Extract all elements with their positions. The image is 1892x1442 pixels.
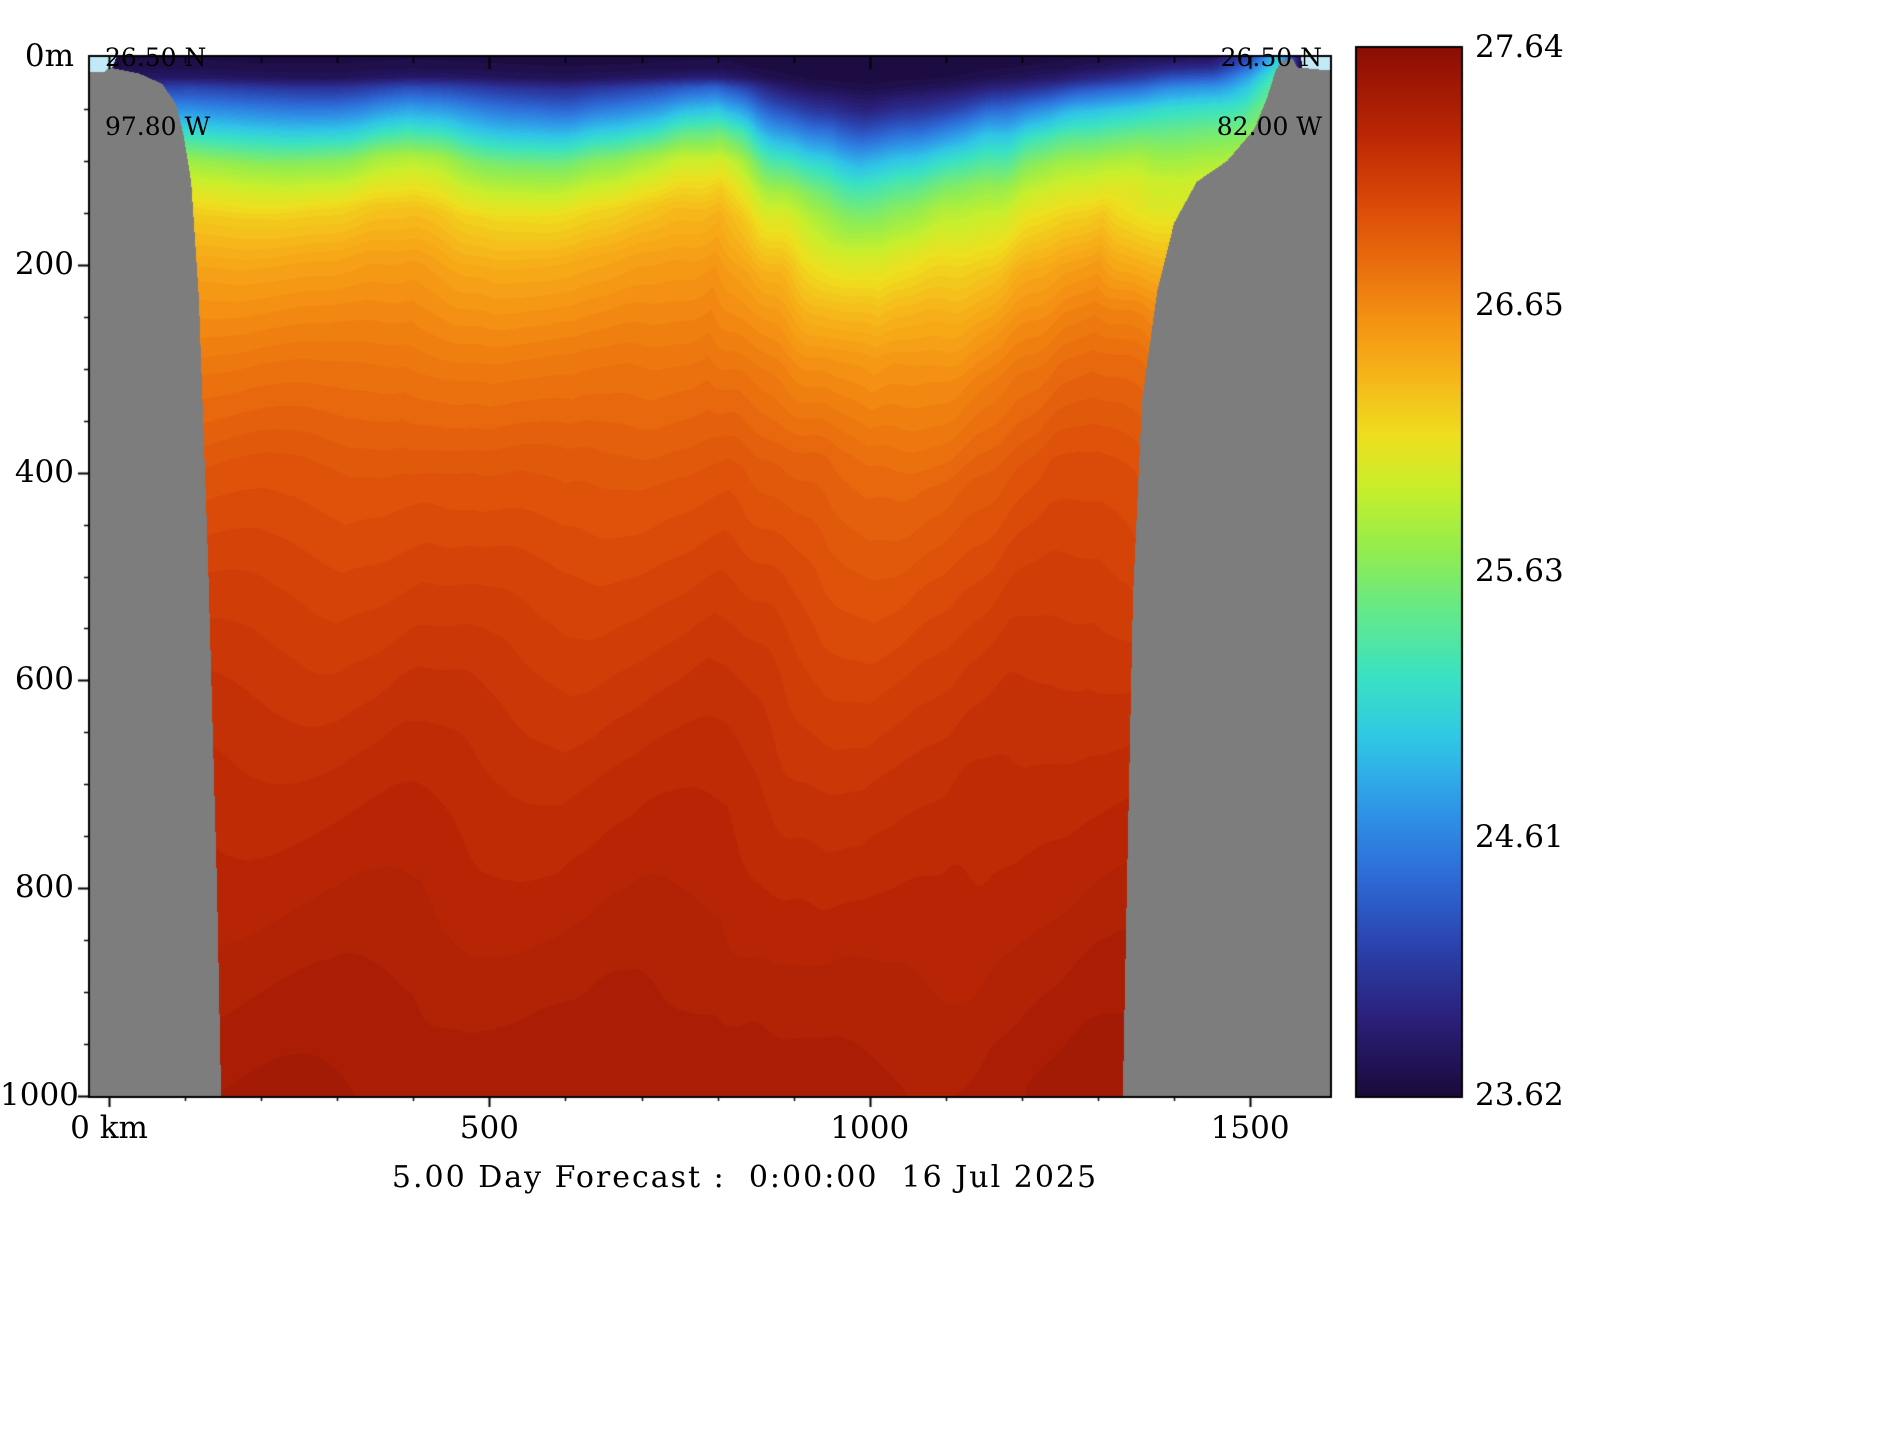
x-tick-label-0: 0 km: [70, 1110, 148, 1146]
start-longitude: 97.80 W: [105, 112, 211, 141]
y-tick-label-800: 800: [14, 869, 74, 906]
y-tick-label-600: 600: [14, 661, 74, 698]
section-end-coords: 26.50 N 82.00 W: [1100, 0, 1322, 184]
colorbar-label-25.63: 25.63: [1475, 553, 1564, 589]
colorbar-label-24.61: 24.61: [1475, 818, 1564, 855]
colorbar-label-26.65: 26.65: [1475, 287, 1564, 324]
start-latitude: 26.50 N: [105, 43, 207, 72]
y-tick-label-200: 200: [14, 245, 74, 282]
end-latitude: 26.50 N: [1220, 43, 1322, 72]
y-tick-label-0: 0m: [24, 38, 74, 74]
y-tick-label-1000: 1000: [0, 1077, 79, 1113]
y-tick-label-400: 400: [14, 453, 74, 490]
figure-title: 5.00 Day Forecast : 0:00:00 16 Jul 2025: [391, 1160, 1099, 1195]
colorbar-label-23.62: 23.62: [1475, 1077, 1564, 1113]
section-start-coords: 26.50 N 97.80 W: [105, 0, 210, 184]
x-tick-label-500: 500: [459, 1110, 519, 1146]
x-tick-label-1000: 1000: [830, 1110, 910, 1146]
end-longitude: 82.00 W: [1216, 112, 1322, 141]
x-tick-label-1500: 1500: [1210, 1110, 1290, 1146]
colorbar-label-27.64: 27.64: [1475, 29, 1564, 65]
